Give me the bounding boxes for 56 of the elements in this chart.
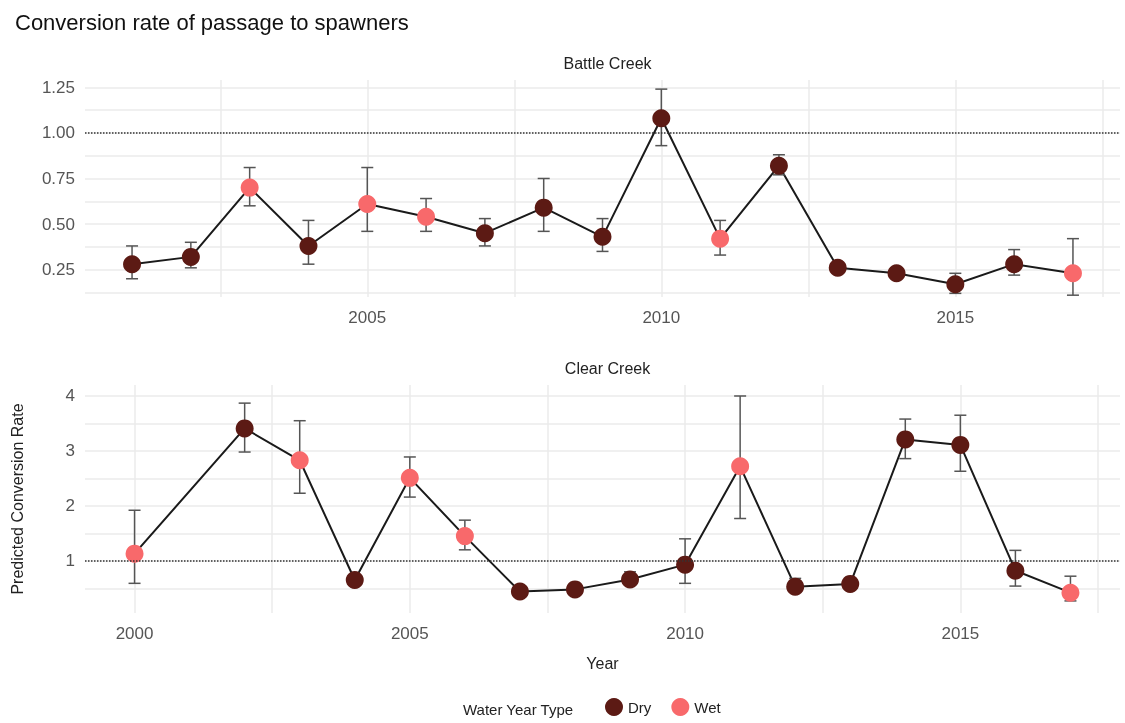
x-tick-label: 2010 — [642, 308, 681, 327]
y-tick-label: 0.25 — [41, 260, 75, 280]
point — [1006, 561, 1025, 580]
point — [400, 468, 419, 487]
point — [786, 577, 805, 596]
x-tick-label: 2010 — [666, 624, 704, 643]
point — [652, 109, 671, 128]
point — [1005, 255, 1024, 274]
point — [299, 236, 318, 255]
x-tick-label: 2015 — [936, 308, 975, 327]
y-tick-label: 0.75 — [41, 168, 75, 188]
x-axis-title: Year — [586, 654, 620, 672]
y-tick-label: 1.00 — [41, 123, 75, 143]
point — [235, 419, 254, 438]
point — [417, 207, 436, 226]
point — [951, 435, 970, 454]
x-tick-label: 2005 — [390, 624, 429, 643]
point — [534, 198, 553, 217]
x-tick-label: 2005 — [348, 308, 387, 327]
point — [593, 227, 612, 246]
point — [621, 570, 640, 589]
y-tick-label: 4 — [65, 386, 75, 406]
point — [896, 430, 915, 449]
x-tick-label: 2000 — [115, 624, 154, 643]
point — [510, 582, 529, 601]
y-tick-label: 1 — [65, 551, 75, 571]
point — [455, 527, 474, 546]
point — [711, 229, 730, 248]
point — [240, 178, 259, 197]
point — [475, 224, 494, 243]
point — [358, 195, 377, 213]
point — [1063, 264, 1082, 283]
point — [1061, 583, 1080, 602]
legend-label: Wet — [694, 698, 722, 716]
chart-title: Conversion rate of passage to spawners — [15, 9, 409, 35]
x-tick-label: 2015 — [941, 624, 980, 643]
chart-subtitle: Clear Creek — [564, 359, 652, 377]
point — [828, 258, 847, 277]
point — [345, 571, 364, 590]
legend-label: Dry — [628, 698, 652, 716]
point — [841, 574, 860, 593]
point — [887, 264, 906, 283]
legend-title: Water Year Type — [463, 701, 574, 718]
chart-subtitle: Battle Creek — [563, 54, 653, 72]
y-axis-title: Predicted Conversion Rate — [8, 403, 26, 595]
point — [731, 457, 750, 476]
point — [676, 555, 695, 574]
point — [181, 247, 200, 266]
point — [125, 544, 144, 563]
point — [565, 580, 584, 599]
y-tick-label: 3 — [65, 441, 75, 461]
y-tick-label: 0.50 — [41, 214, 75, 234]
point — [290, 451, 309, 470]
y-tick-label: 1.25 — [41, 77, 75, 97]
point — [123, 255, 142, 274]
y-tick-label: 2 — [65, 496, 75, 516]
